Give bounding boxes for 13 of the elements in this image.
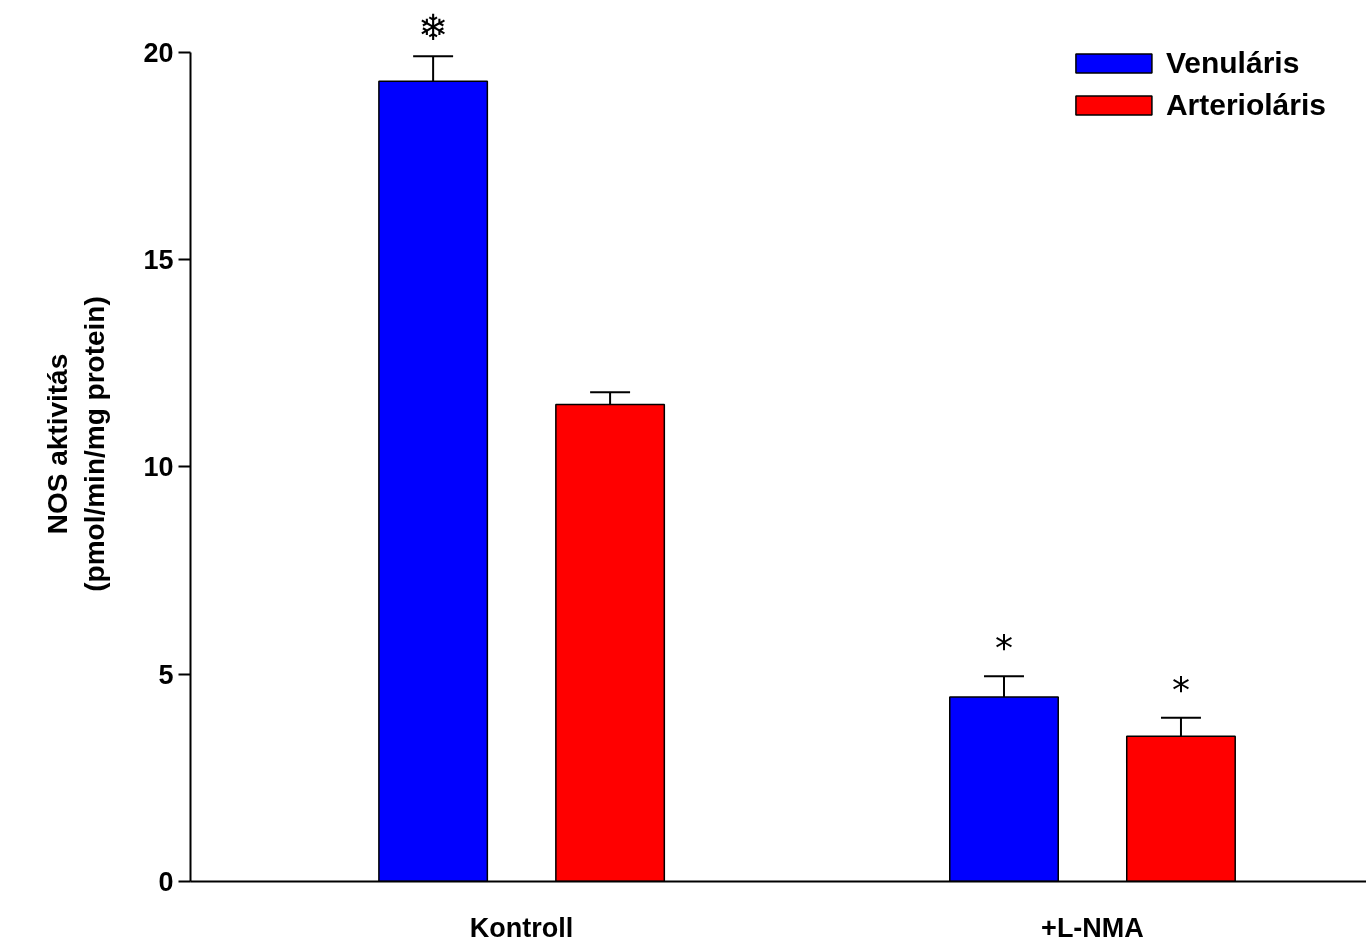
y-tick-label: 5 <box>158 659 174 690</box>
y-tick-label: 20 <box>143 37 174 68</box>
annotation: * <box>1171 668 1190 710</box>
text: ❄ <box>418 7 449 49</box>
legend-label: Venuláris <box>1165 46 1300 80</box>
legend-label: Arterioláris <box>1165 88 1326 122</box>
y-tick-label: 15 <box>143 244 174 275</box>
x-tick-label: +L-NMA <box>1041 912 1144 943</box>
x-tick-label: Kontroll <box>469 912 574 943</box>
y-tick-label: 10 <box>143 452 174 483</box>
annotation: * <box>995 627 1013 669</box>
y-tick-label: 0 <box>158 867 174 897</box>
y-axis-title: NOS aktivitás (pmol/min/mg protein) <box>42 296 111 592</box>
